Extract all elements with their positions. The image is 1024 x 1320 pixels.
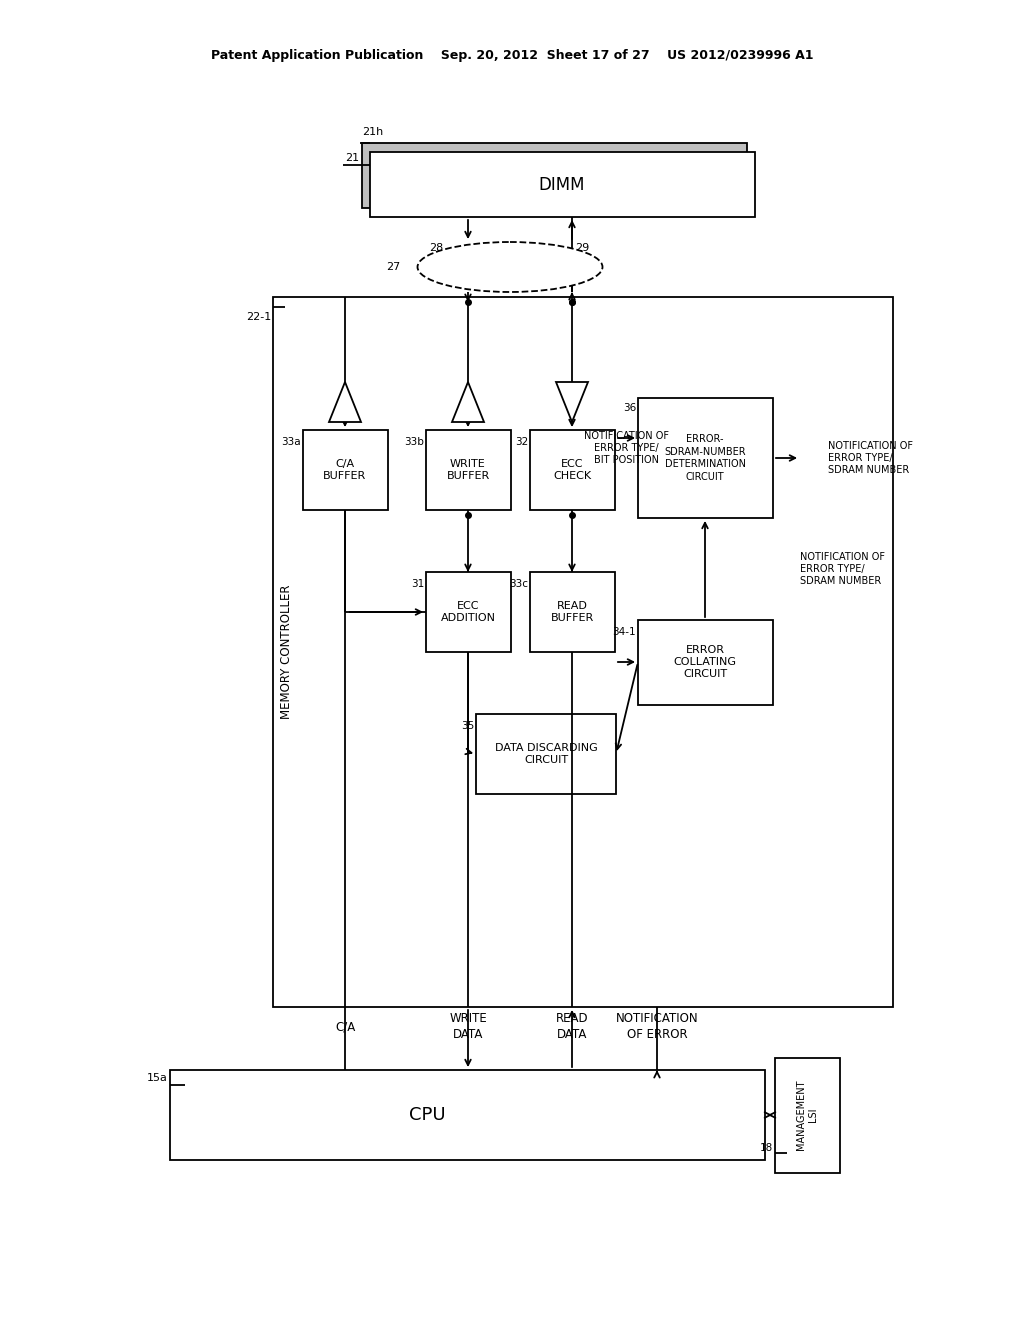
Bar <box>530 572 615 652</box>
Bar <box>638 620 773 705</box>
Text: 33b: 33b <box>404 437 424 447</box>
Text: Patent Application Publication    Sep. 20, 2012  Sheet 17 of 27    US 2012/02399: Patent Application Publication Sep. 20, … <box>211 49 813 62</box>
Polygon shape <box>556 381 588 422</box>
Text: ERROR-
SDRAM-NUMBER
DETERMINATION
CIRCUIT: ERROR- SDRAM-NUMBER DETERMINATION CIRCUI… <box>665 434 745 482</box>
Text: MANAGEMENT
LSI: MANAGEMENT LSI <box>796 1080 818 1150</box>
Bar <box>530 430 615 510</box>
Text: 21: 21 <box>345 153 359 162</box>
Text: NOTIFICATION OF
ERROR TYPE/
SDRAM NUMBER: NOTIFICATION OF ERROR TYPE/ SDRAM NUMBER <box>828 441 913 475</box>
Text: 32: 32 <box>515 437 528 447</box>
Polygon shape <box>329 381 361 422</box>
Text: NOTIFICATION
OF ERROR: NOTIFICATION OF ERROR <box>615 1012 698 1041</box>
Text: READ
DATA: READ DATA <box>556 1012 589 1041</box>
Text: READ
BUFFER: READ BUFFER <box>550 601 594 623</box>
Polygon shape <box>452 381 484 422</box>
Bar <box>362 143 746 209</box>
Text: 21h: 21h <box>362 127 383 137</box>
Text: DATA DISCARDING
CIRCUIT: DATA DISCARDING CIRCUIT <box>495 743 597 766</box>
Text: 29: 29 <box>575 243 589 253</box>
Text: 18: 18 <box>760 1143 773 1152</box>
Text: 27: 27 <box>386 261 400 272</box>
Text: WRITE
BUFFER: WRITE BUFFER <box>446 459 489 482</box>
Text: C/A: C/A <box>335 1020 355 1034</box>
Bar <box>476 714 616 795</box>
Bar <box>303 430 388 510</box>
Bar <box>170 1071 765 1160</box>
Bar <box>426 572 511 652</box>
Text: 34-1: 34-1 <box>612 627 636 638</box>
Text: 28: 28 <box>429 243 443 253</box>
Text: MEMORY CONTROLLER: MEMORY CONTROLLER <box>281 585 294 719</box>
Bar <box>370 152 755 216</box>
Text: DIMM: DIMM <box>539 176 586 194</box>
Text: 22-1: 22-1 <box>246 312 271 322</box>
Text: ECC
ADDITION: ECC ADDITION <box>440 601 496 623</box>
Bar <box>273 297 893 1007</box>
Text: 36: 36 <box>623 403 636 413</box>
Bar <box>426 430 511 510</box>
Text: WRITE
DATA: WRITE DATA <box>450 1012 486 1041</box>
Text: ERROR
COLLATING
CIRCUIT: ERROR COLLATING CIRCUIT <box>674 644 736 680</box>
Text: 33a: 33a <box>282 437 301 447</box>
Text: NOTIFICATION OF
ERROR TYPE/
SDRAM NUMBER: NOTIFICATION OF ERROR TYPE/ SDRAM NUMBER <box>800 552 885 586</box>
Bar <box>638 399 773 517</box>
Text: CPU: CPU <box>409 1106 445 1125</box>
Text: NOTIFICATION OF
ERROR TYPE/
BIT POSITION: NOTIFICATION OF ERROR TYPE/ BIT POSITION <box>584 430 669 466</box>
Text: C/A
BUFFER: C/A BUFFER <box>324 459 367 482</box>
Text: 15a: 15a <box>147 1073 168 1082</box>
Ellipse shape <box>418 242 602 292</box>
Text: 33c: 33c <box>509 579 528 589</box>
Bar <box>775 1059 840 1173</box>
Text: 31: 31 <box>411 579 424 589</box>
Text: ECC
CHECK: ECC CHECK <box>553 459 591 482</box>
Text: 35: 35 <box>461 721 474 731</box>
